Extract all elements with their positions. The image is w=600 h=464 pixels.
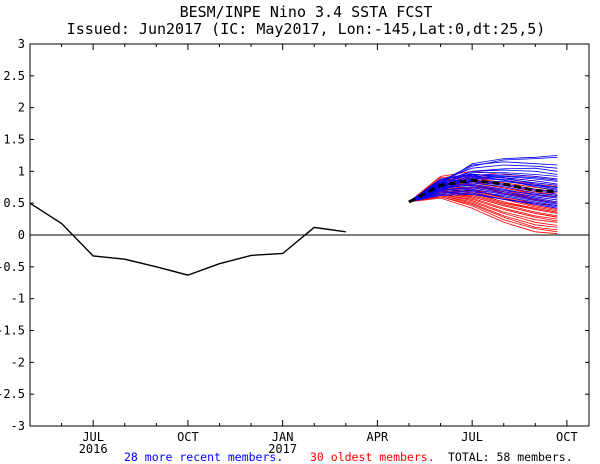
ensemble-mean-line <box>408 178 558 204</box>
ensemble-member-recent <box>408 191 558 205</box>
y-tick-label: 2 <box>18 101 25 115</box>
x-tick-label: OCT <box>556 430 578 444</box>
chart-title: BESM/INPE Nino 3.4 SSTA FCST <box>180 3 433 21</box>
ensemble-member-oldest <box>408 196 558 231</box>
y-tick-label: 1 <box>18 164 25 178</box>
y-tick-label: 0.5 <box>3 196 25 210</box>
y-tick-label: 2.5 <box>3 69 25 83</box>
y-tick-label: 1.5 <box>3 133 25 147</box>
ensemble-member-oldest <box>408 197 558 235</box>
y-tick-label: -2 <box>11 355 25 369</box>
chart-subtitle: Issued: Jun2017 (IC: May2017, Lon:-145,L… <box>67 20 546 38</box>
x-tick-label: JUL <box>82 430 104 444</box>
recent-members-label: 28 more recent members. <box>124 450 283 464</box>
ensemble-member-recent <box>408 173 558 203</box>
observed-line <box>29 202 346 276</box>
ensemble-member-recent <box>408 173 558 203</box>
y-tick-label: -1.5 <box>0 324 25 338</box>
y-tick-label: -0.5 <box>0 260 25 274</box>
ensemble-member-recent <box>408 193 558 208</box>
x-tick-label: OCT <box>177 430 199 444</box>
x-tick-year: 2016 <box>79 442 108 456</box>
y-tick-label: 0 <box>18 228 25 242</box>
ensemble-member-recent <box>408 167 558 203</box>
y-axis: 3 2.5 2 1.5 1 0.5 0 -0.5 -1 -1.5 -2 -2.5 -3 <box>0 37 589 433</box>
x-tick-label: JUL <box>461 430 483 444</box>
ensemble-member-recent <box>408 161 558 203</box>
x-tick-year: 2017 <box>268 442 297 456</box>
total-members-label: TOTAL: 58 members. <box>448 450 573 464</box>
y-tick-label: -3 <box>11 419 25 433</box>
plot-frame <box>29 43 590 427</box>
ensemble-member-recent <box>408 187 558 203</box>
ensemble-member-recent <box>408 188 558 204</box>
series-lines <box>29 178 558 276</box>
oldest-members-label: 30 oldest members. <box>310 450 435 464</box>
x-tick-label: APR <box>367 430 389 444</box>
ensemble-members <box>408 155 558 235</box>
y-tick-label: -1 <box>11 292 25 306</box>
y-tick-label: -2.5 <box>0 387 25 401</box>
ensemble-member-recent <box>408 184 558 203</box>
ensemble-member-recent <box>408 174 558 203</box>
ensemble-member-recent <box>408 192 558 209</box>
y-tick-label: 3 <box>18 37 25 51</box>
x-tick-label: JAN <box>272 430 294 444</box>
ensemble-member-recent <box>408 178 558 203</box>
